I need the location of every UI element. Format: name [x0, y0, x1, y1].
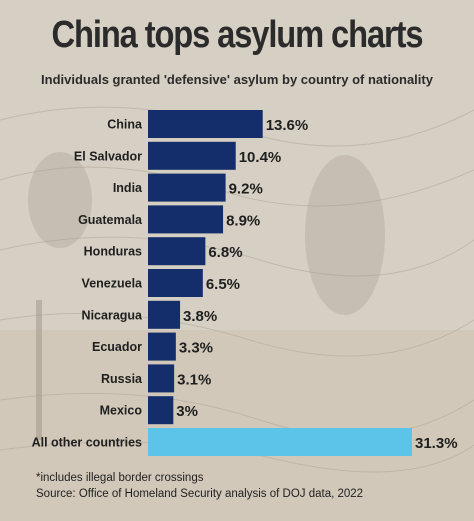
bar-china — [148, 110, 263, 138]
category-label-el-salvador: El Salvador — [74, 149, 142, 163]
value-label-all-other-countries: 31.3% — [415, 435, 458, 452]
bar-el-salvador — [148, 141, 236, 170]
category-label-china: China — [107, 118, 143, 132]
source-note: Source: Office of Homeland Security anal… — [36, 488, 364, 500]
value-label-el-salvador: 10.4% — [239, 149, 282, 166]
value-label-ecuador: 3.3% — [179, 340, 213, 357]
bar-all-other-countries — [148, 428, 412, 456]
value-label-nicaragua: 3.8% — [183, 308, 217, 325]
chart-title: China tops asylum charts — [51, 14, 424, 56]
category-label-all-other-countries: All other countries — [32, 436, 142, 450]
value-label-india: 9.2% — [229, 181, 263, 198]
category-label-ecuador: Ecuador — [92, 340, 142, 354]
bar-ecuador — [148, 332, 176, 361]
value-label-honduras: 6.8% — [208, 244, 242, 261]
category-label-venezuela: Venezuela — [82, 277, 143, 291]
value-label-russia: 3.1% — [177, 371, 211, 388]
category-label-india: India — [113, 181, 143, 195]
bar-venezuela — [148, 269, 203, 297]
value-label-china: 13.6% — [266, 117, 309, 134]
value-label-mexico: 3% — [176, 403, 198, 420]
bar-honduras — [148, 237, 206, 266]
category-label-guatemala: Guatemala — [78, 213, 143, 227]
category-label-russia: Russia — [101, 372, 143, 386]
category-label-honduras: Honduras — [84, 245, 142, 259]
footnote: *includes illegal border crossings — [36, 472, 204, 484]
bar-mexico — [148, 396, 174, 425]
category-label-nicaragua: Nicaragua — [82, 308, 143, 322]
value-label-guatemala: 8.9% — [226, 212, 260, 229]
value-label-venezuela: 6.5% — [206, 276, 240, 293]
bar-russia — [148, 364, 175, 393]
bar-india — [148, 173, 226, 202]
chart-subtitle: Individuals granted 'defensive' asylum b… — [41, 72, 433, 87]
category-label-mexico: Mexico — [100, 404, 143, 418]
bar-guatemala — [148, 205, 224, 234]
bar-nicaragua — [148, 300, 181, 329]
